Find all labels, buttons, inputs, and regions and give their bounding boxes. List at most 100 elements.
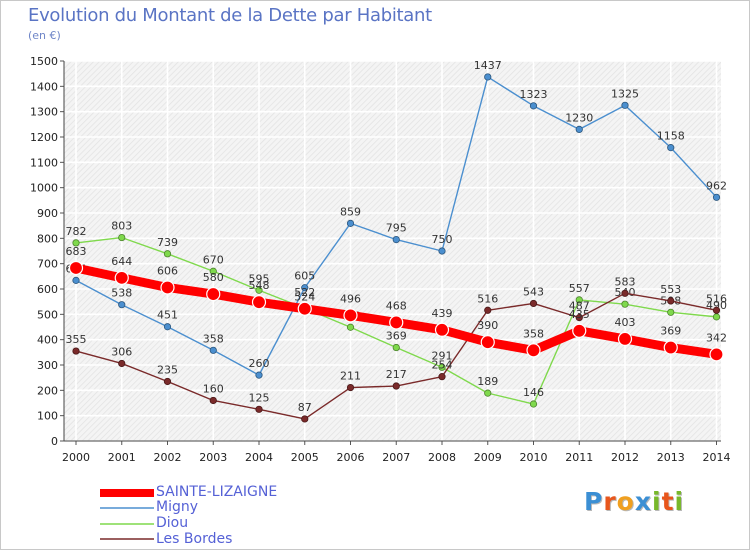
- data-label-les-bordes: 217: [386, 368, 407, 381]
- data-point-les-bordes: [118, 359, 126, 368]
- data-label-diou: 595: [249, 272, 270, 285]
- data-label-diou: 146: [523, 386, 544, 399]
- x-tick-label: 2009: [474, 451, 502, 464]
- data-label-sainte-lizaigne: 435: [569, 308, 590, 321]
- data-point-diou: [392, 343, 400, 352]
- data-point-migny: [712, 193, 721, 201]
- chart-title: Evolution du Montant de la Dette par Hab…: [28, 5, 432, 26]
- data-point-sainte-lizaigne: [572, 323, 587, 338]
- logo-letter: i: [652, 487, 662, 516]
- data-label-migny: 1325: [611, 87, 639, 100]
- data-point-sainte-lizaigne: [389, 315, 404, 330]
- data-point-diou: [163, 250, 172, 258]
- x-tick-label: 2011: [565, 451, 593, 464]
- y-tick-label: 300: [37, 359, 58, 372]
- data-point-les-bordes: [621, 289, 629, 297]
- data-point-les-bordes: [667, 297, 675, 305]
- y-tick-label: 500: [37, 308, 58, 321]
- data-point-diou: [255, 286, 263, 294]
- data-label-diou: 782: [66, 225, 87, 238]
- data-label-sainte-lizaigne: 522: [294, 286, 315, 299]
- data-point-migny: [667, 144, 675, 152]
- data-label-diou: 291: [432, 349, 453, 362]
- data-point-sainte-lizaigne: [343, 308, 358, 323]
- data-point-diou: [712, 313, 721, 321]
- data-point-diou: [529, 400, 538, 408]
- data-label-migny: 260: [249, 357, 270, 370]
- data-point-sainte-lizaigne: [68, 260, 84, 276]
- data-label-les-bordes: 516: [706, 292, 727, 305]
- data-label-sainte-lizaigne: 403: [615, 316, 636, 329]
- x-tick-label: 2000: [62, 451, 90, 464]
- data-point-migny: [621, 101, 629, 109]
- data-point-les-bordes: [712, 306, 721, 314]
- data-label-migny: 750: [432, 233, 453, 246]
- data-label-les-bordes: 583: [615, 275, 636, 288]
- x-tick-label: 2008: [428, 451, 456, 464]
- data-point-migny: [163, 323, 172, 331]
- y-tick-label: 0: [51, 435, 58, 448]
- y-tick-label: 1400: [30, 80, 58, 93]
- data-label-diou: 189: [477, 375, 498, 388]
- data-point-sainte-lizaigne: [297, 301, 312, 316]
- data-label-sainte-lizaigne: 580: [203, 271, 224, 284]
- y-tick-label: 400: [37, 334, 58, 347]
- data-label-les-bordes: 235: [157, 363, 178, 376]
- plot-area: 0 100 200 300 400 500 600 700 800 900 1000 1100 1200…: [30, 55, 731, 464]
- x-tick-label: 2014: [703, 451, 731, 464]
- data-point-les-bordes: [529, 299, 538, 308]
- data-label-migny: 538: [111, 287, 132, 300]
- data-point-sainte-lizaigne: [526, 343, 541, 358]
- data-point-migny: [484, 73, 492, 81]
- data-label-sainte-lizaigne: 342: [706, 331, 727, 344]
- x-tick-label: 2003: [199, 451, 227, 464]
- data-label-migny: 795: [386, 222, 407, 235]
- y-tick-label: 700: [37, 258, 58, 271]
- x-tick-label: 2002: [154, 451, 182, 464]
- data-point-sainte-lizaigne: [160, 280, 175, 295]
- logo-letter: x: [634, 487, 652, 516]
- data-point-diou: [209, 267, 217, 275]
- data-point-diou: [346, 323, 355, 331]
- plot-background: [64, 61, 721, 441]
- data-label-migny: 859: [340, 205, 361, 218]
- data-point-migny: [438, 247, 446, 255]
- data-label-diou: 369: [386, 330, 407, 343]
- x-tick-label: 2010: [520, 451, 548, 464]
- data-label-les-bordes: 125: [249, 391, 270, 404]
- data-point-migny: [529, 102, 538, 110]
- chart-subtitle: (en €): [28, 29, 61, 42]
- x-tick-label: 2012: [611, 451, 639, 464]
- data-label-sainte-lizaigne: 439: [432, 307, 453, 320]
- data-label-sainte-lizaigne: 606: [157, 264, 178, 277]
- data-label-migny: 962: [706, 179, 727, 192]
- logo-letter: o: [616, 487, 635, 516]
- data-label-diou: 803: [111, 220, 132, 233]
- data-point-diou: [72, 239, 80, 247]
- legend-label-migny: Migny: [156, 499, 199, 515]
- legend-label-sainte-lizaigne: SAINTE-LIZAIGNE: [156, 484, 278, 500]
- data-point-diou: [438, 363, 446, 371]
- data-label-sainte-lizaigne: 496: [340, 292, 361, 305]
- y-tick-label: 100: [37, 410, 58, 423]
- data-point-sainte-lizaigne: [617, 331, 633, 347]
- data-label-les-bordes: 355: [66, 333, 87, 346]
- y-tick-label: 900: [37, 207, 58, 220]
- data-label-sainte-lizaigne: 390: [477, 319, 498, 332]
- data-point-migny: [346, 219, 355, 227]
- proxiti-logo: Proxiti: [584, 487, 684, 516]
- data-point-migny: [301, 284, 309, 292]
- data-point-migny: [209, 346, 217, 354]
- y-tick-label: 1100: [30, 156, 58, 169]
- data-point-les-bordes: [163, 377, 172, 386]
- data-point-les-bordes: [346, 383, 355, 392]
- data-label-sainte-lizaigne: 369: [660, 325, 681, 338]
- data-point-diou: [667, 308, 675, 316]
- data-label-migny: 1158: [657, 130, 685, 143]
- data-point-migny: [392, 236, 400, 244]
- data-label-migny: 1323: [520, 88, 548, 101]
- data-point-sainte-lizaigne: [206, 286, 221, 302]
- logo-letter: P: [584, 487, 604, 516]
- data-point-sainte-lizaigne: [480, 335, 495, 350]
